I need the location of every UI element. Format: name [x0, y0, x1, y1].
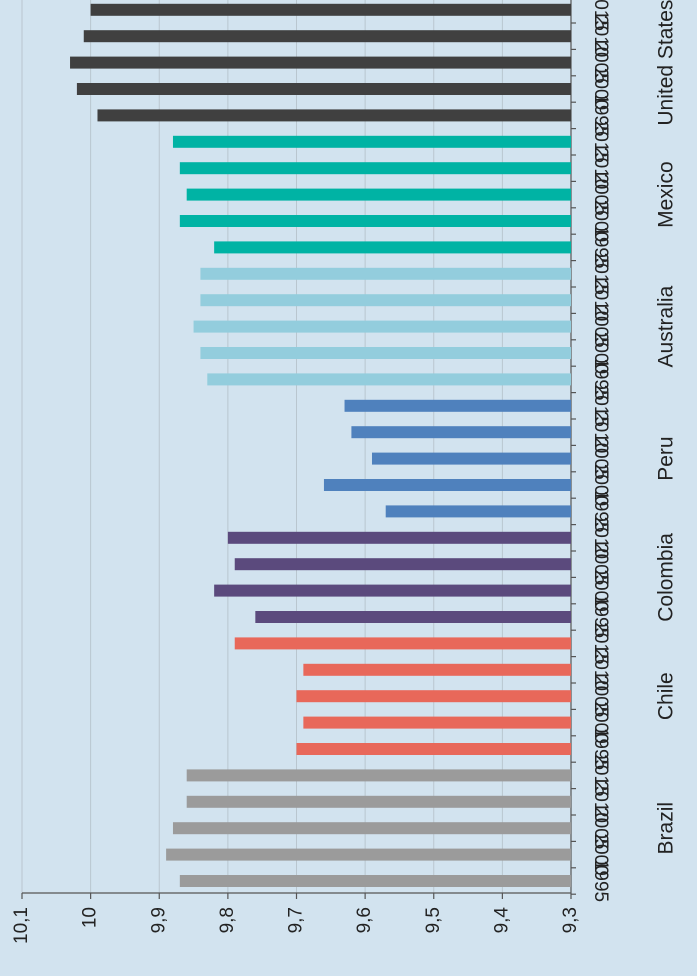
x-tick-label: 1995	[590, 490, 611, 532]
x-tick-label: 2005	[590, 807, 611, 849]
bar	[303, 716, 571, 729]
x-tick-label: 2010	[590, 411, 611, 453]
bar	[172, 135, 571, 148]
bar	[70, 56, 571, 69]
bar	[214, 241, 571, 254]
group-label: Mexico	[655, 161, 678, 228]
x-tick-label: 2000	[590, 833, 611, 875]
bar	[303, 663, 571, 676]
x-tick-label: 2000	[590, 569, 611, 611]
x-tick-label: 2005	[590, 437, 611, 479]
group-label: United States	[655, 0, 678, 126]
bar	[200, 294, 572, 307]
x-tick-label: 2010	[590, 15, 611, 57]
bar	[179, 875, 571, 887]
bar	[179, 215, 571, 227]
bar	[97, 109, 572, 122]
bar	[371, 452, 571, 465]
bar	[179, 162, 571, 175]
x-tick-label: 1995	[590, 596, 611, 638]
x-tick-label: 2015	[590, 385, 611, 427]
bar	[166, 848, 572, 861]
group-label: Colombia	[655, 533, 678, 622]
x-tick-label: 2000	[590, 464, 611, 506]
x-tick-label: 2005	[590, 41, 611, 83]
bar	[76, 83, 572, 95]
y-tick-label: 10,1	[11, 907, 32, 944]
x-tick-label: 2000	[590, 68, 611, 110]
x-tick-label: 2010	[590, 649, 611, 691]
x-tick-label: 2015	[590, 253, 611, 295]
x-tick-label: 2000	[590, 332, 611, 374]
x-tick-label: 2005	[590, 543, 611, 585]
bar	[193, 320, 571, 333]
x-tick-label: 2005	[590, 305, 611, 347]
y-tick-label: 10	[80, 907, 101, 928]
x-tick-label: 2010	[590, 147, 611, 189]
bar	[227, 531, 571, 544]
group-label: Brazil	[655, 802, 678, 855]
group-label: Australia	[655, 285, 678, 367]
bar	[186, 188, 571, 201]
bar	[323, 479, 571, 491]
bar	[186, 795, 571, 808]
bar	[200, 267, 572, 280]
x-tick-label: 2010	[590, 517, 611, 559]
y-tick-label: 9,3	[560, 907, 581, 933]
y-tick-label: 9,9	[148, 907, 169, 933]
bar	[344, 399, 571, 412]
y-tick-label: 9,4	[491, 907, 512, 934]
x-tick-label: 2005	[590, 675, 611, 717]
x-tick-label: 1995	[590, 358, 611, 400]
x-tick-label: 2010	[590, 279, 611, 321]
bar	[296, 690, 571, 703]
bar	[351, 426, 571, 439]
x-tick-label: 2005	[590, 173, 611, 215]
x-tick-label: 1995	[590, 226, 611, 268]
x-tick-label: 2015	[590, 121, 611, 163]
x-tick-label: 2000	[590, 200, 611, 242]
x-tick-label: 1995	[590, 728, 611, 770]
x-tick-label: 2000	[590, 701, 611, 743]
bar	[186, 769, 571, 782]
x-tick-label: 2015	[590, 622, 611, 664]
bar	[214, 584, 571, 597]
x-tick-label: 1995	[590, 94, 611, 136]
x-tick-label: 2010	[590, 781, 611, 823]
x-tick-label: 2015	[590, 754, 611, 796]
y-tick-label: 9,7	[286, 907, 307, 933]
group-label: Chile	[655, 672, 678, 720]
y-tick-label: 9,5	[423, 907, 444, 933]
y-tick-label: 9,6	[354, 907, 375, 933]
bar	[83, 30, 571, 43]
group-label: Peru	[655, 436, 678, 480]
bar	[172, 822, 571, 835]
bar	[234, 558, 572, 571]
bar	[90, 3, 571, 16]
y-tick-label: 9,8	[217, 907, 238, 933]
bar	[234, 637, 572, 650]
bar	[207, 373, 571, 386]
x-tick-label: 2015	[590, 0, 611, 31]
bar	[200, 347, 572, 359]
x-tick-label: 1995	[590, 860, 611, 902]
bar	[296, 743, 571, 755]
bar	[385, 505, 571, 518]
bar	[255, 611, 571, 623]
